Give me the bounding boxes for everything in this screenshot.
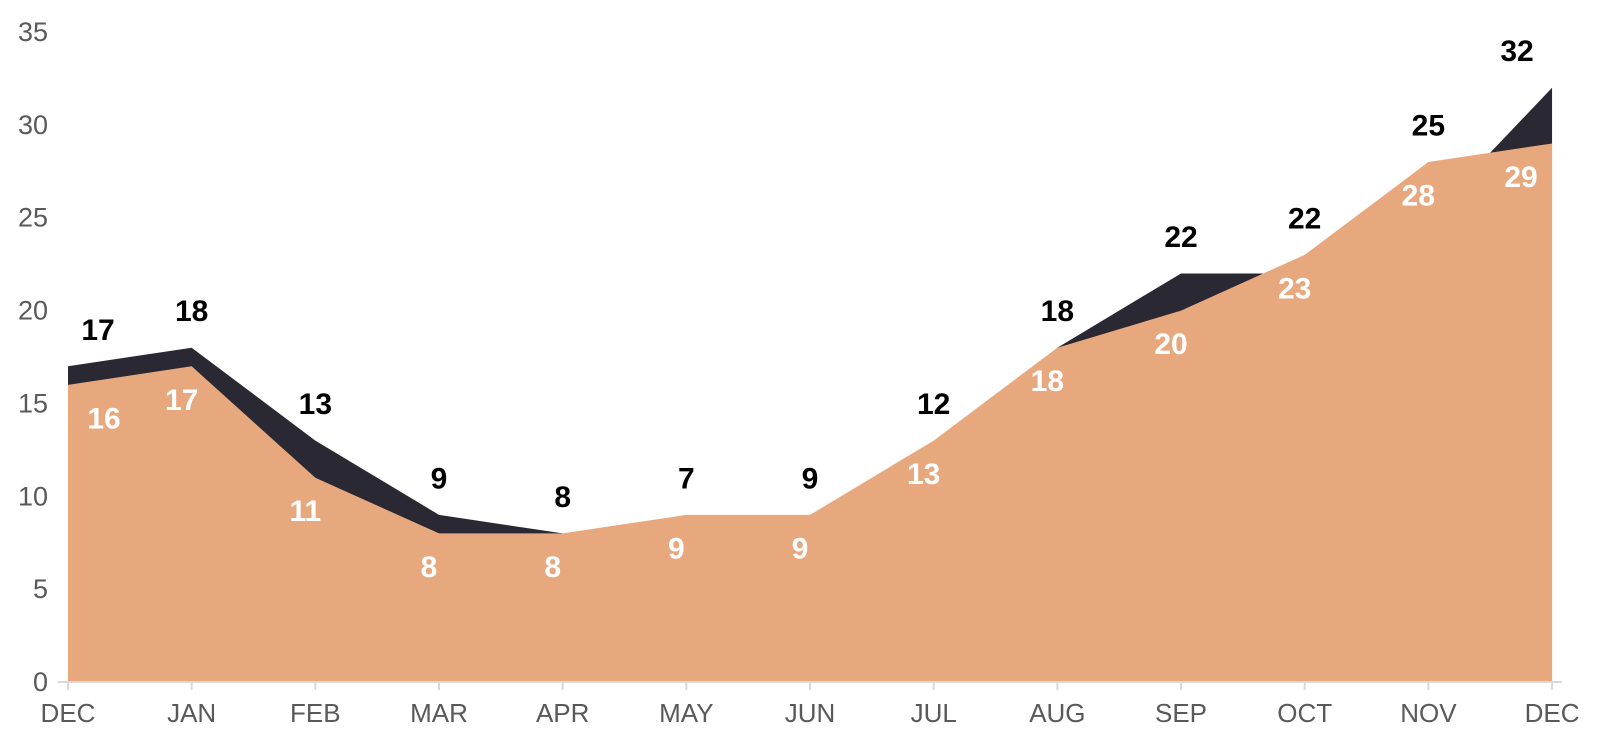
x-axis-category-label: MAR: [410, 698, 468, 728]
x-axis-category-label: JUN: [785, 698, 836, 728]
dark-series-data-label: 9: [802, 462, 819, 495]
x-axis-category-label: SEP: [1155, 698, 1207, 728]
dark-series-data-label: 18: [1041, 295, 1074, 328]
y-axis-tick-label: 35: [18, 17, 48, 47]
y-axis-tick-label: 30: [18, 110, 48, 140]
dark-series-data-label: 18: [175, 295, 208, 328]
dark-series-data-label: 17: [81, 314, 114, 347]
y-axis-tick-label: 10: [18, 481, 48, 511]
x-axis-category-label: DEC: [1525, 698, 1580, 728]
salmon-series-data-label: 9: [668, 532, 685, 565]
x-axis-category-label: APR: [536, 698, 589, 728]
salmon-series-data-label: 9: [792, 532, 809, 565]
x-axis-category-label: DEC: [41, 698, 96, 728]
salmon-series-data-label: 28: [1402, 180, 1435, 213]
y-axis-tick-label: 0: [33, 667, 48, 697]
dark-series-data-label: 7: [678, 462, 695, 495]
dark-series-data-label: 25: [1412, 110, 1445, 143]
dark-series-data-label: 22: [1288, 202, 1321, 235]
y-axis-tick-label: 15: [18, 388, 48, 418]
x-axis-category-label: JUL: [911, 698, 957, 728]
x-axis-category-label: JAN: [167, 698, 216, 728]
dark-series-data-label: 12: [917, 388, 950, 421]
salmon-series-data-label: 8: [544, 551, 561, 584]
y-axis-tick-label: 25: [18, 203, 48, 233]
dark-series-data-label: 9: [431, 462, 448, 495]
salmon-series-data-label: 18: [1031, 365, 1064, 398]
salmon-series-data-label: 11: [289, 495, 321, 528]
salmon-series-data-label: 8: [421, 551, 438, 584]
salmon-series-data-label: 17: [165, 384, 198, 417]
x-axis-category-label: NOV: [1400, 698, 1457, 728]
salmon-series-data-label: 23: [1278, 272, 1311, 305]
salmon-series-data-label: 20: [1154, 328, 1187, 361]
x-axis-category-label: MAY: [659, 698, 713, 728]
y-axis-tick-label: 20: [18, 296, 48, 326]
dark-series-data-label: 22: [1164, 221, 1197, 254]
dark-series-data-label: 8: [554, 481, 571, 514]
dark-series-data-label: 13: [299, 388, 332, 421]
x-axis-category-label: AUG: [1029, 698, 1085, 728]
x-axis-category-label: FEB: [290, 698, 341, 728]
salmon-series-data-label: 29: [1504, 161, 1537, 194]
x-axis-category-label: OCT: [1277, 698, 1332, 728]
salmon-series-data-label: 16: [87, 402, 120, 435]
dark-series-data-label: 32: [1500, 35, 1533, 68]
salmon-series-area: [68, 143, 1553, 683]
salmon-series-data-label: 13: [907, 458, 940, 491]
y-axis-tick-label: 5: [33, 574, 48, 604]
